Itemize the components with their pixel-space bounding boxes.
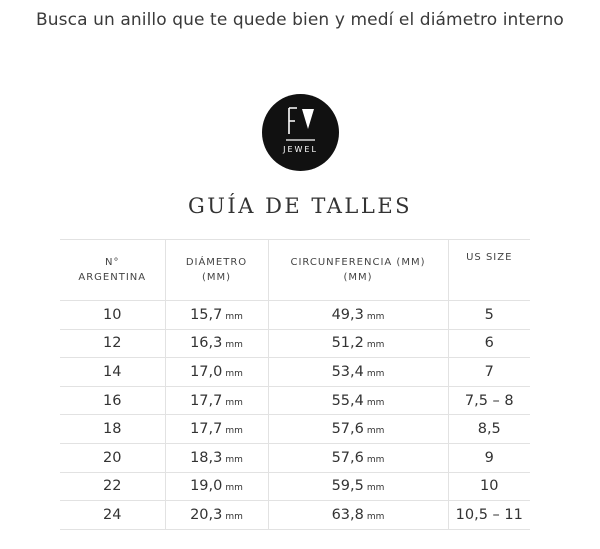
argentina-size: 12 bbox=[60, 328, 165, 359]
column-header: US SIZE bbox=[447, 239, 530, 301]
unit: mm bbox=[366, 511, 385, 522]
circumference-cell: 55,4 mm bbox=[267, 385, 448, 416]
diameter-cell: 18,3 mm bbox=[164, 442, 268, 473]
diameter-cell: 20,3 mm bbox=[164, 500, 268, 530]
page-title: GUÍA DE TALLES bbox=[187, 194, 413, 218]
header-line: N° bbox=[105, 257, 120, 268]
svg-text:JEWEL: JEWEL bbox=[282, 145, 318, 154]
diameter-cell: 16,3 mm bbox=[164, 328, 268, 359]
unit: mm bbox=[225, 426, 243, 437]
circumference-value: 57,6 bbox=[331, 421, 364, 438]
diameter-cell: 17,7 mm bbox=[164, 385, 268, 416]
instruction-text: Busca un anillo que te quede bien y medí… bbox=[36, 10, 564, 30]
unit: mm bbox=[366, 397, 385, 408]
circumference-cell: 57,6 mm bbox=[267, 442, 448, 473]
unit: mm bbox=[366, 483, 385, 494]
unit: mm bbox=[366, 340, 385, 351]
diameter-cell: 17,0 mm bbox=[164, 357, 268, 387]
header-line: (MM) bbox=[201, 272, 232, 283]
diameter-value: 19,0 bbox=[190, 478, 223, 495]
circumference-value: 49,3 bbox=[331, 306, 364, 323]
unit: mm bbox=[366, 426, 385, 437]
circumference-value: 57,6 bbox=[331, 449, 364, 466]
circumference-value: 63,8 bbox=[331, 506, 364, 523]
argentina-size: 10 bbox=[60, 300, 165, 330]
unit: mm bbox=[225, 454, 243, 465]
circumference-value: 51,2 bbox=[331, 335, 364, 352]
unit: mm bbox=[225, 340, 243, 351]
unit: mm bbox=[225, 368, 243, 379]
unit: mm bbox=[366, 311, 385, 322]
diameter-value: 15,7 bbox=[190, 306, 223, 323]
circumference-cell: 59,5 mm bbox=[267, 471, 448, 502]
header-line: ARGENTINA bbox=[78, 272, 147, 283]
header-line: (MM) bbox=[343, 272, 373, 283]
circumference-value: 53,4 bbox=[331, 363, 364, 380]
size-table: N° ARGENTINA DIÁMETRO (MM) CIRCUNFERENCIA (M… bbox=[60, 239, 530, 530]
circumference-cell: 51,2 mm bbox=[267, 328, 448, 359]
table-row: 20 18,3 mm 57,6 mm 9 bbox=[60, 442, 530, 473]
column-header: CIRCUNFERENCIA (MM) (MM) bbox=[267, 239, 448, 301]
argentina-size: 18 bbox=[60, 414, 165, 444]
unit: mm bbox=[225, 483, 243, 494]
diameter-value: 17,0 bbox=[190, 363, 223, 380]
circumference-cell: 49,3 mm bbox=[267, 300, 448, 330]
argentina-size: 22 bbox=[60, 471, 165, 502]
diameter-value: 17,7 bbox=[190, 421, 223, 438]
us-size: 6 bbox=[447, 328, 530, 359]
unit: mm bbox=[366, 454, 385, 465]
column-header: DIÁMETRO (MM) bbox=[164, 239, 268, 301]
diameter-value: 16,3 bbox=[190, 335, 223, 352]
diameter-cell: 15,7 mm bbox=[164, 300, 268, 330]
us-size: 7 bbox=[447, 357, 530, 387]
unit: mm bbox=[366, 368, 385, 379]
diameter-value: 17,7 bbox=[190, 392, 223, 409]
header-line: DIÁMETRO bbox=[185, 257, 248, 268]
circumference-cell: 57,6 mm bbox=[267, 414, 448, 444]
fv-jewel-logo: JEWEL bbox=[262, 94, 339, 171]
header-line: US SIZE bbox=[466, 252, 513, 263]
unit: mm bbox=[225, 511, 243, 522]
table-row: 16 17,7 mm 55,4 mm 7,5 – 8 bbox=[60, 385, 530, 416]
diameter-cell: 19,0 mm bbox=[164, 471, 268, 502]
us-size: 5 bbox=[447, 300, 530, 330]
table-row: 18 17,7 mm 57,6 mm 8,5 bbox=[60, 414, 530, 444]
table-row: 24 20,3 mm 63,8 mm 10,5 – 11 bbox=[60, 500, 530, 530]
diameter-value: 18,3 bbox=[190, 449, 223, 466]
table-row: 22 19,0 mm 59,5 mm 10 bbox=[60, 471, 530, 502]
us-size: 8,5 bbox=[447, 414, 530, 444]
circumference-value: 59,5 bbox=[331, 478, 364, 495]
circumference-cell: 53,4 mm bbox=[267, 357, 448, 387]
header-line: CIRCUNFERENCIA (MM) bbox=[290, 257, 426, 268]
table-row: 12 16,3 mm 51,2 mm 6 bbox=[60, 328, 530, 359]
circumference-cell: 63,8 mm bbox=[267, 500, 448, 530]
table-row: 14 17,0 mm 53,4 mm 7 bbox=[60, 357, 530, 387]
us-size: 9 bbox=[447, 442, 530, 473]
diameter-value: 20,3 bbox=[190, 506, 223, 523]
circumference-value: 55,4 bbox=[331, 392, 364, 409]
argentina-size: 16 bbox=[60, 385, 165, 416]
argentina-size: 20 bbox=[60, 442, 165, 473]
diameter-cell: 17,7 mm bbox=[164, 414, 268, 444]
us-size: 10 bbox=[447, 471, 530, 502]
us-size: 7,5 – 8 bbox=[447, 385, 530, 416]
table-row: 10 15,7 mm 49,3 mm 5 bbox=[60, 300, 530, 330]
us-size: 10,5 – 11 bbox=[447, 500, 530, 530]
unit: mm bbox=[225, 397, 243, 408]
argentina-size: 24 bbox=[60, 500, 165, 530]
argentina-size: 14 bbox=[60, 357, 165, 387]
column-header: N° ARGENTINA bbox=[60, 239, 165, 301]
unit: mm bbox=[225, 311, 243, 322]
